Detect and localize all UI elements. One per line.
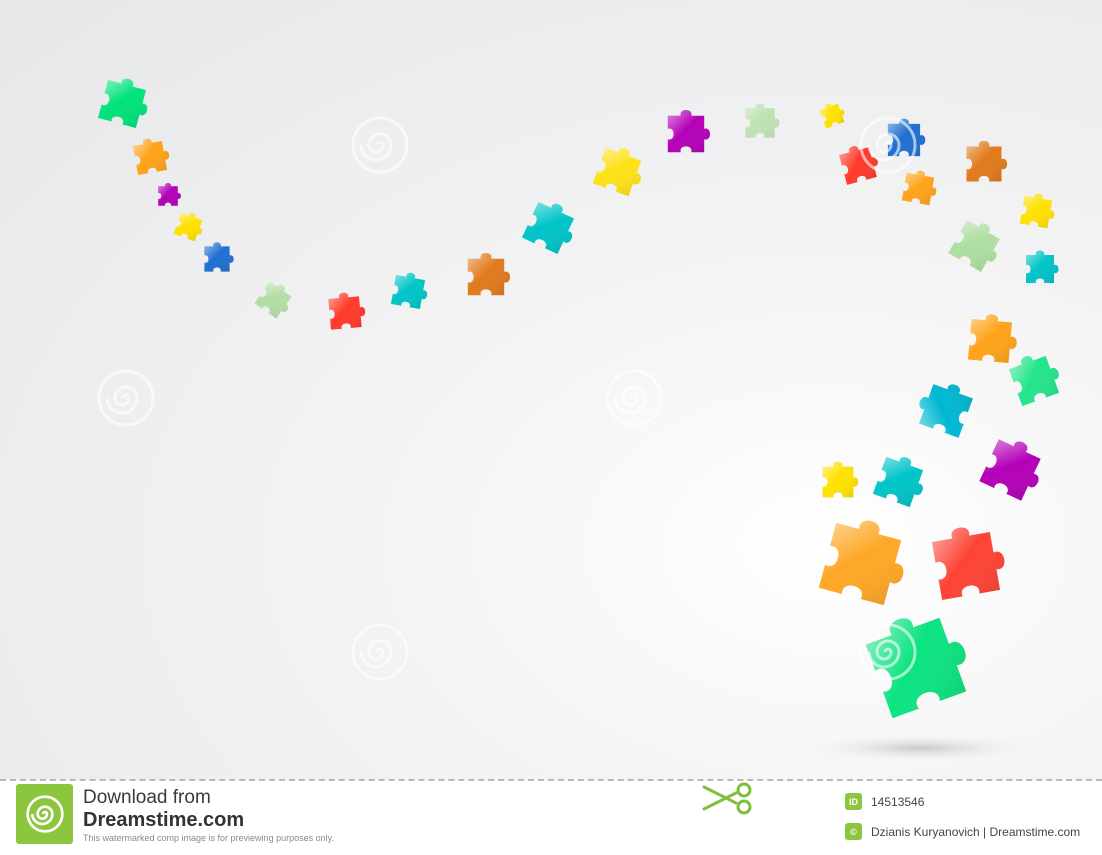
puzzle-piece <box>204 242 234 272</box>
puzzle-piece <box>861 601 979 719</box>
puzzle-piece <box>173 209 207 243</box>
disclaimer-text: This watermarked comp image is for previ… <box>83 833 334 843</box>
puzzle-piece <box>254 277 298 321</box>
puzzle-piece <box>97 73 154 130</box>
puzzle-piece <box>818 99 848 129</box>
puzzle-piece <box>745 103 780 138</box>
puzzle-pieces-svg <box>97 73 1066 761</box>
watermark-swirl <box>605 369 663 427</box>
puzzle-piece <box>521 196 583 257</box>
ground-shadow <box>810 735 1030 761</box>
author-credit: Dzianis Kuryanovich | Dreamstime.com <box>871 825 1081 839</box>
id-badge: ID <box>845 793 862 810</box>
puzzle-piece <box>592 142 650 199</box>
puzzle-piece <box>132 135 172 176</box>
puzzle-piece <box>930 520 1010 601</box>
puzzle-piece <box>1019 191 1058 229</box>
watermark-swirls <box>97 116 917 681</box>
footer-bar: Download from Dreamstime.com This waterm… <box>0 781 1102 855</box>
puzzle-piece <box>822 461 859 498</box>
scissors-icon <box>702 781 756 820</box>
puzzle-piece <box>872 450 932 510</box>
puzzle-piece <box>158 183 181 206</box>
puzzle-piece <box>1006 347 1066 407</box>
puzzle-piece <box>1026 250 1059 283</box>
puzzle-piece <box>327 290 367 330</box>
puzzle-piece <box>818 512 915 608</box>
download-from-text: Download from <box>83 787 211 808</box>
site-name-link[interactable]: Dreamstime.com <box>83 809 245 831</box>
puzzle-piece <box>968 312 1020 364</box>
watermark-swirl <box>351 623 409 681</box>
copyright-badge: © <box>845 823 862 840</box>
puzzle-illustration <box>0 0 1102 780</box>
puzzle-piece <box>390 270 431 310</box>
puzzle-piece <box>467 252 511 296</box>
puzzle-piece <box>912 375 976 438</box>
puzzle-piece <box>948 214 1009 275</box>
puzzle-piece <box>979 432 1051 504</box>
cut-line <box>0 779 1102 781</box>
puzzle-pieces <box>97 73 1066 719</box>
puzzle-piece <box>901 168 940 206</box>
dreamstime-spiral-icon <box>25 795 64 833</box>
image-id: 14513546 <box>871 795 925 809</box>
watermark-swirl <box>97 369 155 427</box>
puzzle-piece <box>966 140 1008 182</box>
puzzle-piece <box>667 109 711 153</box>
dreamstime-logo[interactable] <box>16 784 73 844</box>
watermark-swirl <box>351 116 409 174</box>
